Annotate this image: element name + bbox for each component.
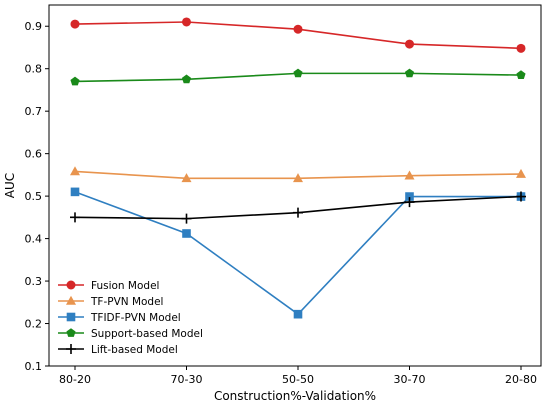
plot-frame	[48, 4, 542, 367]
data-point	[516, 43, 526, 53]
x-tick-label: 80-20	[59, 373, 91, 386]
legend-marker	[66, 312, 76, 322]
legend-marker	[66, 344, 76, 354]
series-3	[70, 68, 526, 86]
series-4	[70, 191, 526, 224]
legend-marker	[66, 280, 76, 290]
y-tick-label: 0.7	[25, 105, 43, 118]
x-axis-label: Construction%-Validation%	[214, 389, 376, 403]
y-tick-label: 0.1	[25, 360, 43, 373]
x-tick-label: 50-50	[282, 373, 314, 386]
legend-label: Support-based Model	[91, 328, 203, 340]
series-layer	[70, 17, 526, 319]
y-tick-label: 0.6	[25, 148, 43, 161]
data-point	[70, 187, 80, 197]
data-point	[182, 229, 191, 238]
x-tick-label: 70-30	[171, 373, 203, 386]
legend-item: Support-based Model	[58, 328, 203, 340]
data-point	[404, 170, 415, 180]
data-point	[70, 212, 80, 223]
legend-label: Lift-based Model	[91, 344, 178, 356]
legend-marker	[66, 295, 76, 305]
data-point	[70, 19, 80, 29]
y-tick-label: 0.3	[25, 275, 43, 288]
y-tick-label: 0.8	[25, 63, 43, 76]
legend-label: TF-PVN Model	[90, 296, 163, 308]
y-tick-label: 0.9	[25, 20, 43, 33]
data-point	[293, 68, 303, 78]
legend-marker	[66, 328, 76, 337]
y-tick-label: 0.5	[25, 190, 43, 203]
y-tick-label: 0.2	[25, 318, 43, 331]
data-point	[293, 309, 303, 319]
x-tick-label: 30-70	[394, 373, 426, 386]
data-point	[516, 191, 526, 202]
data-point	[516, 70, 526, 79]
data-point	[181, 74, 192, 84]
data-point	[293, 173, 303, 183]
y-axis: 0.1 0.2 0.3 0.4 0.5 0.6 0.7 0.8 0.9	[25, 20, 49, 373]
x-axis: 80-20 70-30 50-50 30-70 20-80	[59, 366, 537, 386]
legend-item: Lift-based Model	[58, 344, 178, 356]
data-point	[181, 213, 192, 224]
data-point	[404, 68, 415, 78]
data-point	[405, 39, 414, 49]
legend-item: Fusion Model	[58, 280, 159, 292]
legend-item: TFIDF-PVN Model	[58, 312, 181, 324]
legend: Fusion Model TF-PVN Model TFIDF-PVN Model S…	[58, 280, 203, 356]
x-tick-label: 20-80	[505, 373, 537, 386]
data-point	[404, 197, 415, 208]
legend-item: TF-PVN Model	[58, 295, 163, 308]
legend-label: TFIDF-PVN Model	[90, 312, 181, 324]
data-point	[405, 192, 414, 201]
data-point	[293, 24, 303, 34]
data-point	[293, 207, 303, 218]
data-point	[516, 168, 526, 178]
y-tick-label: 0.4	[25, 233, 43, 246]
series-0	[70, 17, 526, 53]
data-point	[70, 166, 80, 176]
data-point	[181, 173, 192, 183]
y-axis-label: AUC	[3, 173, 17, 198]
data-point	[182, 17, 191, 27]
data-point	[70, 76, 80, 86]
legend-label: Fusion Model	[91, 280, 159, 292]
series-1	[70, 166, 526, 183]
